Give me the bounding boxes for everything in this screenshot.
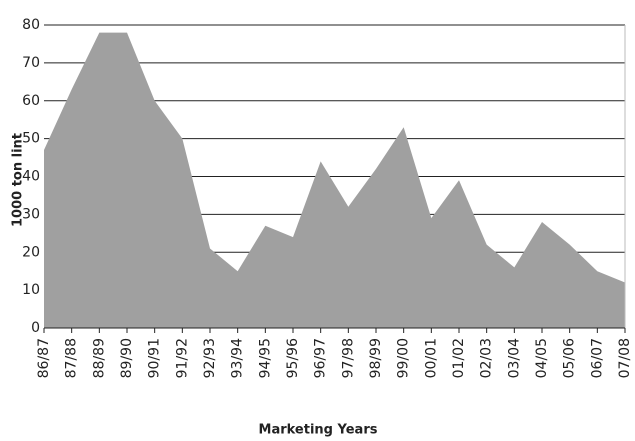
- x-tick-label: 07/08: [617, 338, 633, 378]
- x-tick-label: 98/99: [368, 338, 384, 378]
- x-axis-label: Marketing Years: [259, 423, 378, 438]
- y-tick-label: 40: [22, 169, 40, 185]
- x-tick-label: 88/89: [91, 338, 107, 378]
- x-tick-label: 00/01: [423, 338, 439, 378]
- x-tick-label: 91/92: [174, 338, 190, 378]
- y-tick-label: 60: [22, 93, 40, 109]
- area: [44, 32, 625, 328]
- y-tick-label: 10: [22, 282, 40, 298]
- y-axis-label: 1000 ton lint: [11, 133, 26, 227]
- x-tick-label: 89/90: [119, 338, 135, 378]
- x-tick-label: 02/03: [479, 338, 495, 378]
- x-tick-label: 92/93: [202, 338, 218, 378]
- y-tick-label: 30: [22, 206, 40, 222]
- x-tick-label: 86/87: [36, 338, 52, 378]
- x-tick-label: 06/07: [589, 338, 605, 378]
- x-tick-label: 96/97: [313, 338, 329, 378]
- x-tick-label: 87/88: [64, 338, 80, 378]
- x-tick-label: 97/98: [340, 338, 356, 378]
- x-tick-label: 99/00: [396, 338, 412, 378]
- x-tick-label: 93/94: [230, 338, 246, 378]
- y-tick-label: 50: [22, 131, 40, 147]
- x-tick-label: 95/96: [285, 338, 301, 378]
- y-tick-label: 80: [22, 17, 40, 33]
- y-tick-label: 20: [22, 244, 40, 260]
- y-tick-label: 0: [31, 320, 40, 336]
- x-tick-label: 03/04: [506, 338, 522, 378]
- x-tick-label: 94/95: [257, 338, 273, 378]
- x-tick-label: 01/02: [451, 338, 467, 378]
- x-tick-label: 05/06: [562, 338, 578, 378]
- x-tick-label: 90/91: [147, 338, 163, 378]
- y-tick-label: 70: [22, 55, 40, 71]
- x-tick-label: 04/05: [534, 338, 550, 378]
